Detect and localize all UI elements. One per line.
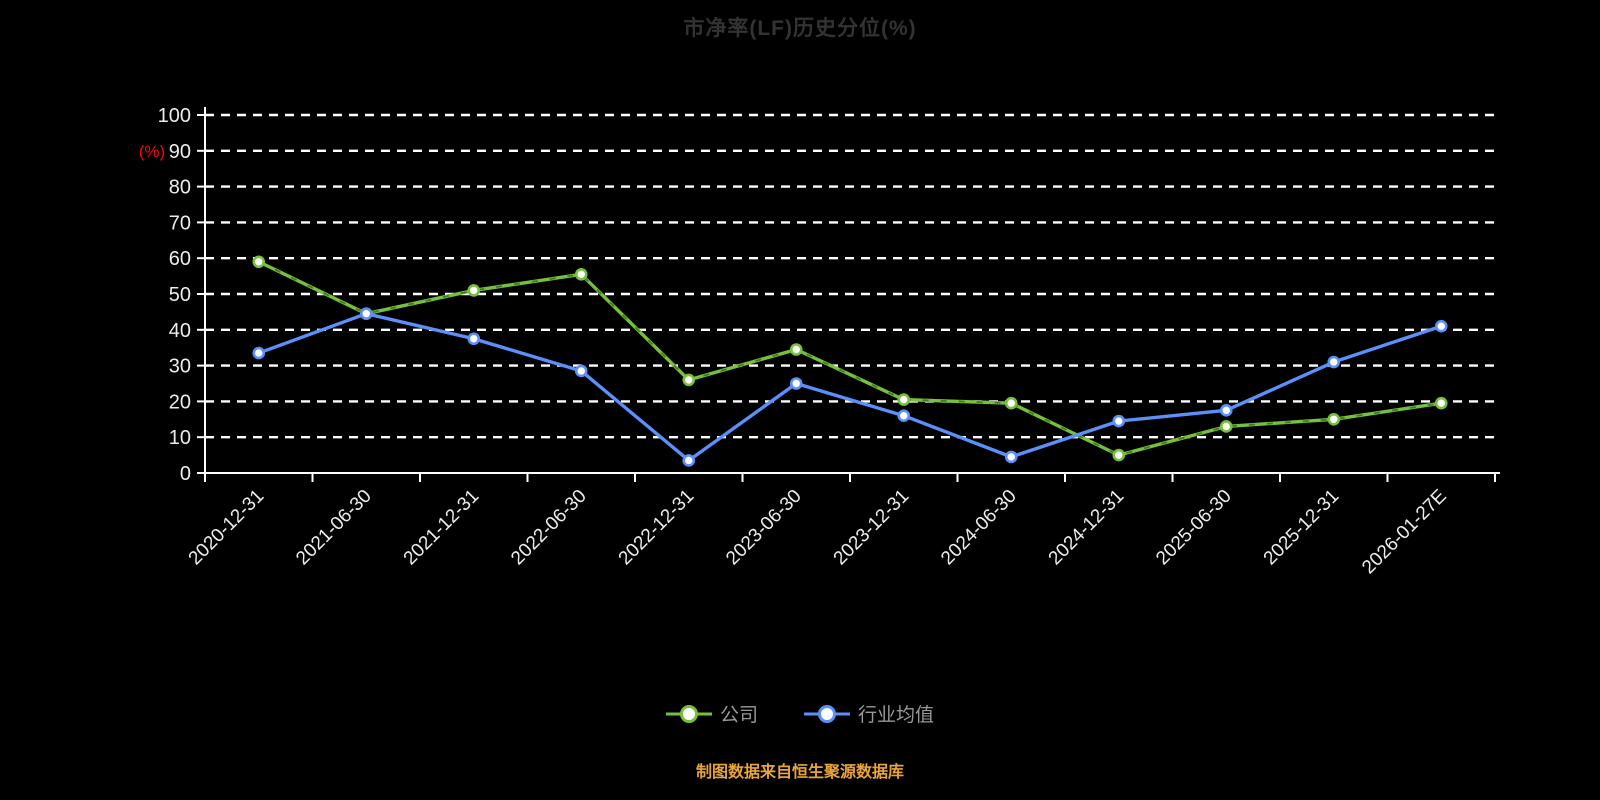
data-point[interactable] xyxy=(1327,412,1341,426)
x-tick-label: 2022-12-31 xyxy=(615,486,699,570)
y-gridlines xyxy=(205,113,1495,439)
data-point[interactable] xyxy=(682,454,696,467)
legend-label: 公司 xyxy=(719,705,758,726)
data-point[interactable] xyxy=(1004,396,1018,410)
x-tick-label: 2025-12-31 xyxy=(1260,486,1344,570)
data-point[interactable] xyxy=(789,343,803,356)
svg-text:20: 20 xyxy=(169,391,191,413)
svg-text:0: 0 xyxy=(180,463,191,485)
series-markers-1 xyxy=(252,307,1448,467)
x-tick-label: 2025-06-30 xyxy=(1152,486,1236,570)
axes xyxy=(204,107,1500,474)
chart-title: 市净率(LF)历史分位(%) xyxy=(683,17,917,40)
data-point[interactable] xyxy=(359,307,373,320)
data-point[interactable] xyxy=(682,373,696,387)
data-point[interactable] xyxy=(1434,319,1448,333)
x-tick-label: 2022-06-30 xyxy=(507,486,591,570)
svg-text:80: 80 xyxy=(169,177,191,199)
x-tick-label: 2023-12-31 xyxy=(830,486,914,570)
series-line-0 xyxy=(258,260,1442,457)
x-tick-label: 2021-12-31 xyxy=(400,486,484,570)
line-chart[interactable]: 0 10 20 30 40 50 60 70 80 90 100 (%) 2020-12-31 2021-… xyxy=(0,0,1600,660)
x-tick-label: 2026-01-27E xyxy=(1358,486,1451,579)
legend-marker-icon xyxy=(665,704,712,723)
x-tick-label: 2024-12-31 xyxy=(1045,486,1129,570)
svg-text:40: 40 xyxy=(169,320,191,342)
data-point[interactable] xyxy=(1112,448,1126,462)
legend-marker-icon xyxy=(804,704,850,723)
x-tick-label: 2021-06-30 xyxy=(292,486,376,570)
legend-item-0[interactable]: 公司 xyxy=(665,700,758,727)
svg-text:90: 90 xyxy=(169,141,191,163)
data-point[interactable] xyxy=(897,393,911,406)
series-markers-0 xyxy=(252,255,1448,462)
series-line-1 xyxy=(258,311,1442,463)
x-axis-labels: 2020-12-31 2021-06-30 2021-12-31 2022-06-30… xyxy=(185,473,1496,579)
data-point[interactable] xyxy=(1327,355,1341,369)
data-point[interactable] xyxy=(789,377,803,390)
x-tick-label: 2020-12-31 xyxy=(185,486,269,570)
svg-text:50: 50 xyxy=(169,284,191,306)
y-axis-unit-label: (%) xyxy=(139,142,165,161)
svg-text:60: 60 xyxy=(169,248,191,270)
data-point[interactable] xyxy=(897,409,911,423)
data-point[interactable] xyxy=(1112,414,1126,428)
svg-text:30: 30 xyxy=(169,356,191,378)
data-point[interactable] xyxy=(574,268,588,281)
svg-text:10: 10 xyxy=(169,427,191,449)
data-point[interactable] xyxy=(252,255,266,269)
data-point[interactable] xyxy=(574,364,588,378)
data-point[interactable] xyxy=(1219,404,1233,417)
svg-text:100: 100 xyxy=(158,105,191,127)
data-source-note: 制图数据来自恒生聚源数据库 xyxy=(695,764,904,781)
data-point[interactable] xyxy=(467,284,481,297)
y-axis-labels: 0 10 20 30 40 50 60 70 80 90 100 xyxy=(158,105,205,485)
series-line-overlay-0 xyxy=(258,260,1442,457)
data-point[interactable] xyxy=(1434,396,1448,410)
data-point[interactable] xyxy=(467,332,481,346)
data-point[interactable] xyxy=(252,346,266,360)
x-tick-label: 2024-06-30 xyxy=(937,486,1021,570)
data-point[interactable] xyxy=(1219,420,1233,433)
legend: 公司 行业均值 xyxy=(0,700,1600,727)
legend-label: 行业均值 xyxy=(858,705,935,726)
legend-item-1[interactable]: 行业均值 xyxy=(804,700,934,727)
x-tick-label: 2023-06-30 xyxy=(722,486,806,570)
svg-text:70: 70 xyxy=(169,212,191,234)
data-point[interactable] xyxy=(1004,450,1018,464)
